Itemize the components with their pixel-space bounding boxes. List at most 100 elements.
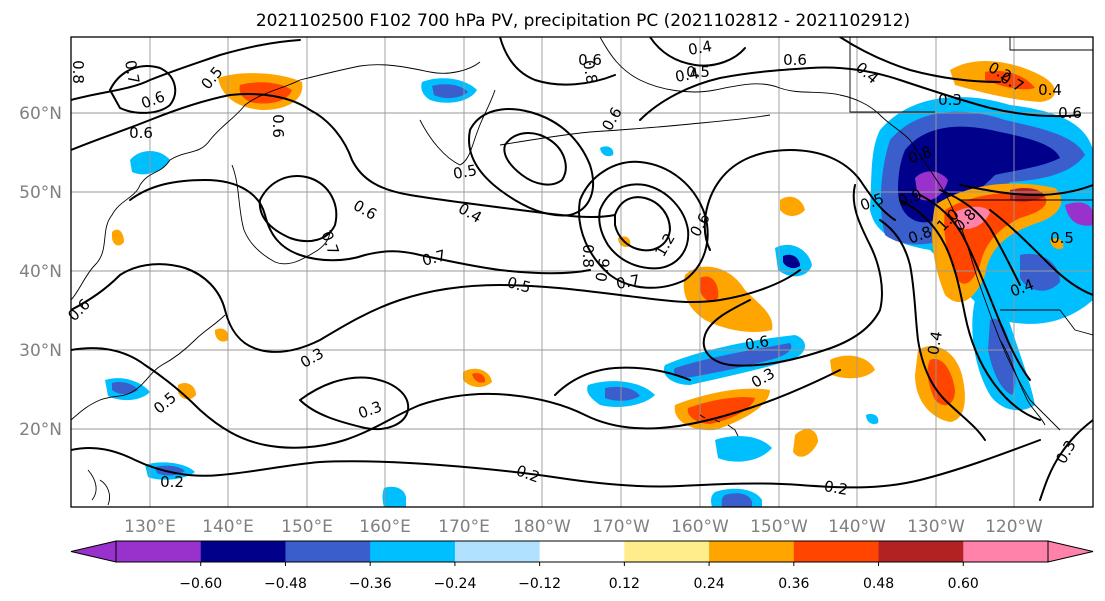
latitude-label: 50°N bbox=[19, 183, 62, 203]
precip-patch-neg-west-hawaii-core bbox=[605, 386, 640, 401]
contour-label: 0.4 bbox=[687, 37, 714, 59]
colorbar-extend-high bbox=[1047, 540, 1094, 563]
colorbar-frame bbox=[115, 540, 1049, 563]
colorbar-tick-label: −0.36 bbox=[349, 576, 392, 592]
colorbar-tick-label: 0.24 bbox=[694, 576, 725, 592]
precip-patch-neg-tiny-1 bbox=[600, 146, 614, 157]
longitude-label: 130°E bbox=[124, 517, 176, 537]
colorbar-extend-low bbox=[70, 540, 117, 563]
longitude-label: 170°E bbox=[438, 517, 490, 537]
map-layers bbox=[71, 37, 1093, 507]
pv-contour-0-3 bbox=[71, 347, 841, 449]
pv-contour-0-5-east bbox=[703, 149, 896, 251]
colorbar-tick-label: −0.24 bbox=[433, 576, 476, 592]
precip-patch-neg-south bbox=[715, 436, 772, 462]
pv-contour-0-3-loop bbox=[299, 376, 410, 430]
precip-patch-pos-mid-pacific-core bbox=[472, 373, 486, 383]
contour-label-group: 0.5 bbox=[452, 161, 479, 183]
pv-contour-0-4-bering bbox=[649, 37, 746, 67]
colorbar: −0.60 −0.48 −0.36 −0.24 −0.12 0.12 0.24 0.36 0.4… bbox=[70, 540, 1094, 592]
colorbar-swatch bbox=[878, 541, 964, 562]
pv-contour-0-6-east bbox=[702, 184, 883, 367]
precip-patch-neg-california-core bbox=[988, 318, 1016, 395]
colorbar-tick-label: −0.60 bbox=[179, 576, 222, 592]
coastline-baja bbox=[999, 339, 1046, 426]
pv-contour-0-3-mid bbox=[554, 366, 691, 396]
contour-label: 0.4 bbox=[674, 64, 701, 86]
contour-label-group: 0.7 bbox=[615, 271, 642, 293]
coastline-hawaii bbox=[699, 414, 739, 437]
longitude-label: 150°E bbox=[281, 517, 333, 537]
contour-label-group: 0.6 bbox=[129, 124, 153, 142]
pv-contour-0-8-high bbox=[578, 160, 709, 289]
contour-label: 0.6 bbox=[783, 51, 807, 69]
contour-label: 0.6 bbox=[1058, 104, 1082, 122]
pv-contour-0-4-coast bbox=[879, 219, 986, 441]
gridlines bbox=[71, 37, 1093, 507]
pv-contour-0-7-siberia bbox=[109, 65, 177, 114]
contour-label: 0.7 bbox=[615, 271, 642, 293]
contour-label: 0.4 bbox=[1038, 81, 1062, 99]
colorbar-swatch bbox=[370, 541, 456, 562]
contour-label-group: 0.3 bbox=[938, 91, 962, 109]
precip-patch-pos-korea bbox=[112, 229, 124, 246]
pv-contour-0-6-bering bbox=[499, 37, 616, 86]
contour-label: 0.7 bbox=[420, 246, 448, 270]
contour-label: 0.8 bbox=[69, 60, 87, 84]
contour-label-group: 0.5 bbox=[1050, 229, 1074, 247]
contour-label-group: 0.8 bbox=[579, 59, 601, 86]
contour-label-group: 0.4 bbox=[674, 64, 701, 86]
contour-label-group: 0.7 bbox=[121, 59, 143, 86]
contour-label: 0.6 bbox=[592, 257, 614, 284]
pv-contour-1-2-coast bbox=[939, 189, 1021, 286]
pv-contour-0-5 bbox=[71, 263, 801, 353]
map-title: 2021102500 F102 700 hPa PV, precipitatio… bbox=[256, 11, 910, 31]
contour-label-group: 0.6 bbox=[592, 257, 614, 284]
precip-patch-neg-interior-east bbox=[1060, 270, 1093, 300]
alaska-border bbox=[849, 37, 935, 113]
colorbar-swatch bbox=[539, 541, 625, 562]
contour-label: 0.8 bbox=[579, 59, 601, 86]
contour-label: 0.5 bbox=[452, 161, 479, 183]
longitude-label: 130°W bbox=[907, 517, 965, 537]
longitude-labels: 130°E 140°E 150°E 160°E 170°E 180°W 170°W 160°W… bbox=[124, 517, 1043, 537]
contour-label: 0.5 bbox=[505, 273, 533, 297]
precip-patch-pos-siberia-core bbox=[239, 82, 292, 104]
contour-label-group: 0.6 bbox=[269, 114, 287, 138]
precip-patch-pos-taiwan bbox=[178, 383, 196, 400]
precip-patch-pos-extreme bbox=[955, 206, 990, 230]
colorbar-swatch bbox=[116, 541, 202, 562]
contour-label-group: 0.6 bbox=[578, 51, 602, 69]
contour-label-group: 0.4 bbox=[924, 330, 946, 357]
precip-patch-pos-small-2 bbox=[780, 196, 805, 216]
precip-patch-neg-interior bbox=[1020, 253, 1060, 291]
pv-contour-1-0-high bbox=[598, 183, 690, 270]
colorbar-swatch bbox=[454, 541, 541, 562]
precip-patch-neg-bottom-core bbox=[721, 493, 752, 507]
precipitation-shading bbox=[105, 60, 1093, 507]
colorbar-tick-label: 0.60 bbox=[948, 576, 979, 592]
us-mexico-border bbox=[1000, 309, 1093, 336]
pv-contour-0-7-coast bbox=[959, 184, 1093, 196]
precip-patch-neg-band-core bbox=[673, 343, 792, 378]
colorbar-tick-label: 0.48 bbox=[863, 576, 894, 592]
contour-label: 0.2 bbox=[160, 473, 184, 491]
precip-patch-neg-china-core bbox=[112, 381, 138, 395]
pv-contour-0-8-coast bbox=[899, 199, 1041, 421]
contour-label-group: 0.4 bbox=[687, 37, 714, 59]
contour-label-group: 0.6 bbox=[783, 51, 807, 69]
contour-label-group: 0.6 bbox=[1058, 104, 1082, 122]
contour-label: 0.6 bbox=[744, 332, 771, 354]
colorbar-swatch bbox=[793, 541, 880, 562]
contour-label: 0.6 bbox=[578, 51, 602, 69]
contour-label-group: 0.8 bbox=[579, 244, 597, 268]
contour-label-group: 0.2 bbox=[160, 473, 184, 491]
precip-patch-neg-core bbox=[898, 126, 1060, 223]
longitude-label: 150°W bbox=[750, 517, 808, 537]
longitude-label: 140°E bbox=[202, 517, 254, 537]
precip-patch-neg-small-south bbox=[382, 486, 407, 507]
coastline-china bbox=[71, 314, 226, 421]
precip-patch-pos-small-3 bbox=[793, 429, 818, 457]
colorbar-tick-label: −0.48 bbox=[264, 576, 307, 592]
